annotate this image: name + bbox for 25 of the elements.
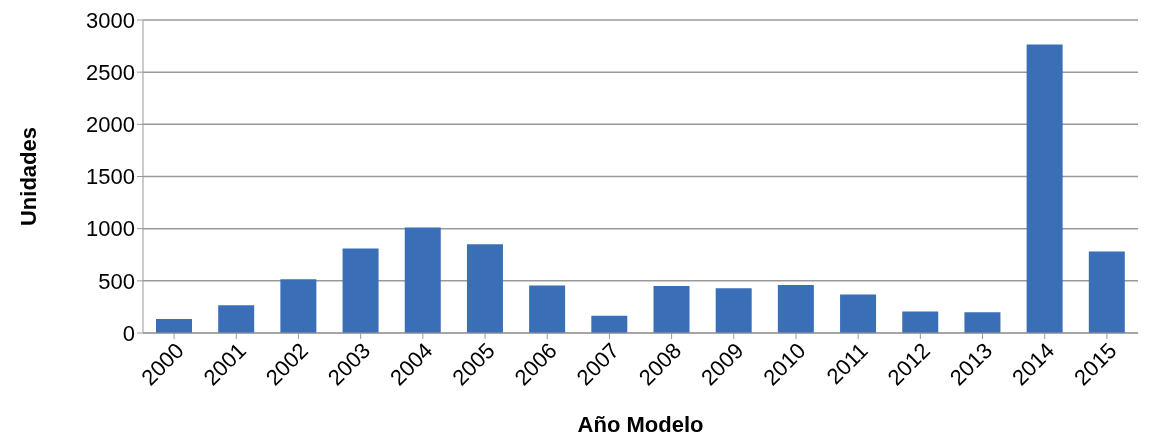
bar [156,318,192,333]
bar [466,244,503,333]
bar [715,288,752,333]
bar [653,286,690,333]
y-axis-title: Unidades [15,126,41,227]
bar [280,279,317,333]
bar [591,315,628,333]
y-tick-label: 1500 [86,164,135,190]
bar [404,227,441,333]
y-tick-label: 500 [98,268,135,294]
x-axis-title: Año Modelo [577,412,704,437]
bar [342,248,379,333]
bar [964,312,1001,333]
bar [218,305,255,333]
bar [902,311,939,333]
y-tick-label: 2000 [86,112,135,138]
y-tick-label: 3000 [86,7,135,33]
bar [1088,251,1125,333]
bar [529,285,566,333]
y-tick-label: 0 [122,320,135,346]
bar [840,294,877,333]
bar [777,285,814,333]
bar [1026,44,1063,333]
y-tick-label: 2500 [86,59,135,85]
y-tick-label: 1000 [86,216,135,242]
